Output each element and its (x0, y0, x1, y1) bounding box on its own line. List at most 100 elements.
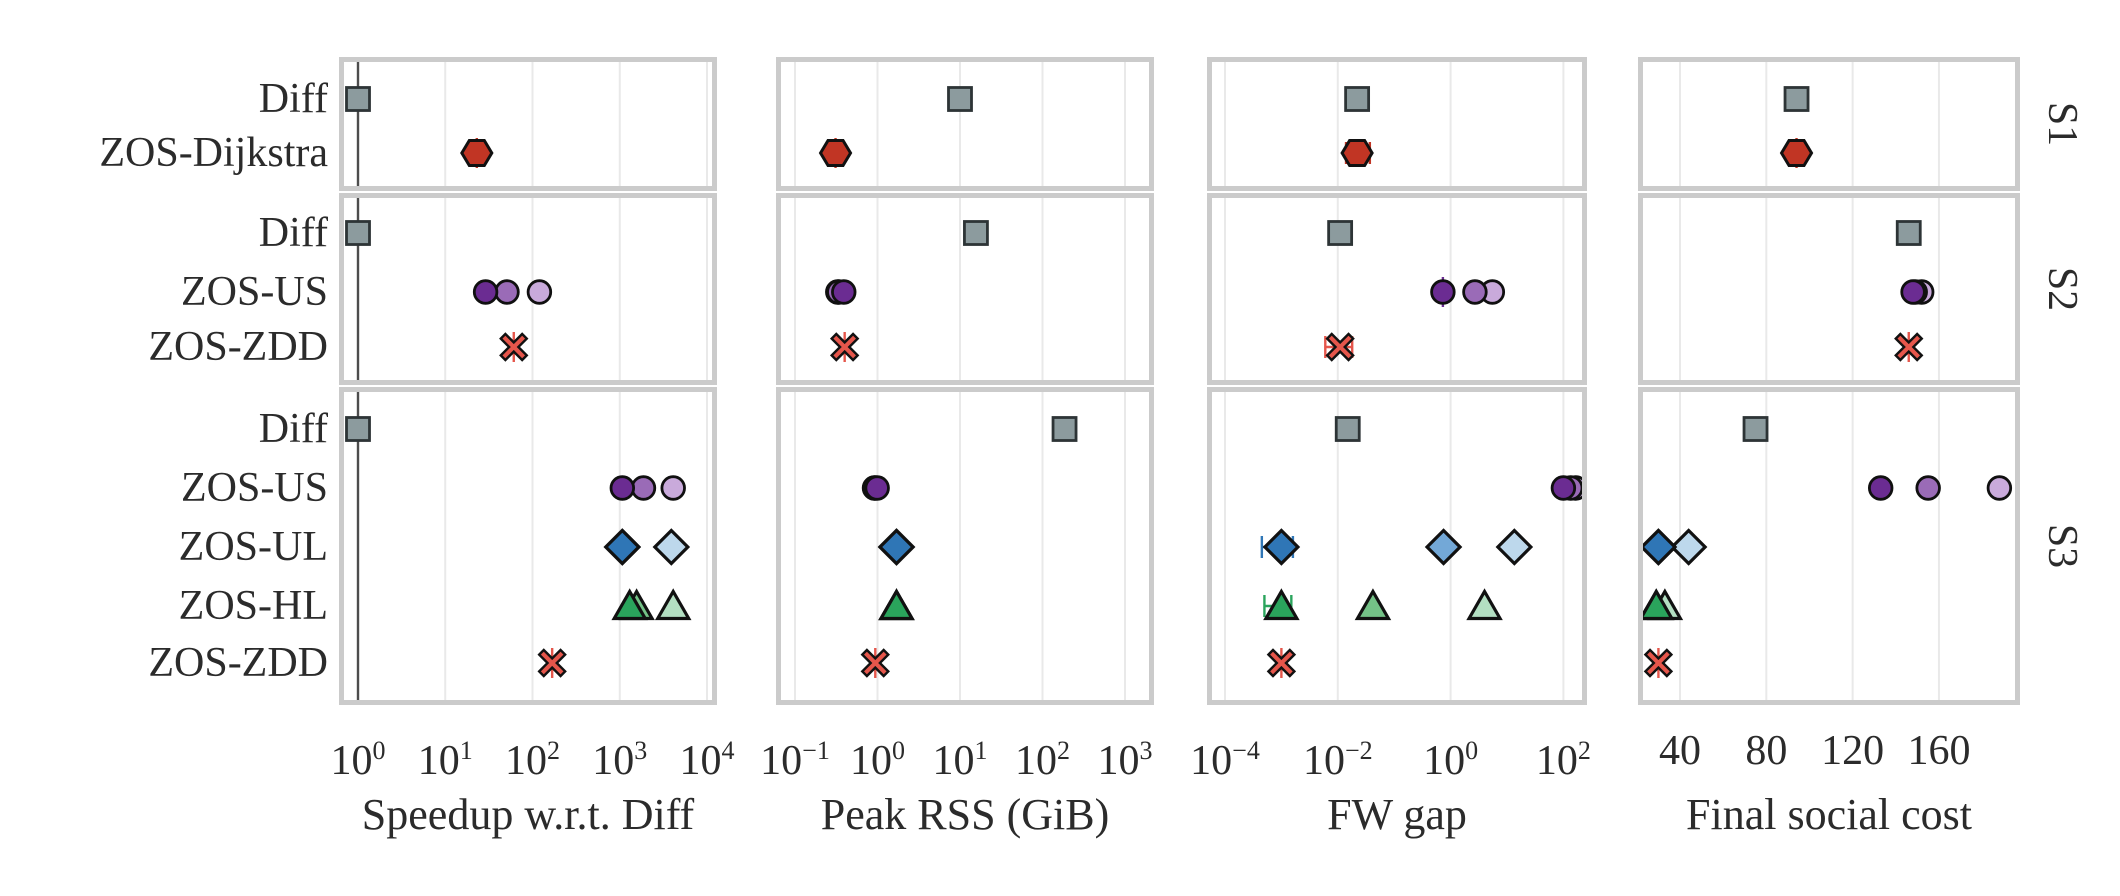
square-marker (1742, 416, 1769, 442)
diamond-marker (1424, 528, 1463, 566)
category-label-zos-dijkstra: ZOS-Dijkstra (99, 130, 328, 176)
circle-marker (1430, 279, 1456, 305)
panel-S1-fwgap (1207, 57, 1587, 191)
panel-canvas-S2-speedup (345, 198, 708, 380)
panel-canvas-S3-speedup (345, 392, 708, 700)
tick-speedup-10^3: 103 (592, 736, 648, 784)
diamond-marker (877, 528, 916, 566)
triangle-marker (1354, 588, 1392, 621)
circle-marker (831, 279, 857, 305)
category-label-diff: Diff (258, 210, 328, 256)
panel-S3-speedup (339, 387, 717, 705)
panel-S1-rss (776, 57, 1154, 191)
category-label-diff: Diff (258, 406, 328, 452)
square-marker (1783, 86, 1810, 112)
category-label-zos-ul: ZOS-UL (178, 524, 328, 570)
diamond-marker (1643, 528, 1678, 566)
panel-S1-cost (1638, 57, 2020, 191)
row-label-s3: S3 (2039, 523, 2085, 569)
panel-canvas-S1-speedup (345, 62, 708, 186)
x-marker (860, 648, 890, 678)
triangle-marker (1263, 588, 1300, 621)
tick-fwgap-10^2: 102 (1535, 736, 1591, 784)
tick-speedup-10^4: 104 (679, 736, 735, 784)
circle-marker (1550, 475, 1577, 501)
panel-S1-speedup (339, 57, 717, 191)
hexagon-marker (1340, 139, 1374, 167)
row-label-s1: S1 (2039, 101, 2085, 147)
tick-cost-160: 160 (1907, 728, 1971, 774)
circle-marker (660, 475, 686, 501)
triangle-marker (654, 588, 692, 621)
circle-marker (1867, 475, 1894, 501)
tick-speedup-10^0: 100 (330, 736, 386, 784)
x-marker (1643, 648, 1674, 678)
square-marker (1051, 416, 1078, 442)
x-marker (1266, 648, 1297, 678)
square-marker (345, 220, 371, 246)
category-label-zos-zdd: ZOS-ZDD (148, 324, 328, 370)
x-marker (1894, 332, 1924, 362)
hexagon-marker (818, 139, 853, 167)
tick-rss-10^2: 102 (1015, 736, 1070, 784)
square-marker (963, 220, 989, 246)
hexagon-marker (1779, 139, 1814, 167)
circle-marker (630, 475, 657, 501)
panel-canvas-S2-rss (794, 198, 1126, 380)
square-marker (345, 416, 371, 442)
diamond-marker (603, 528, 642, 566)
panel-canvas-S2-fwgap (1224, 198, 1565, 380)
tick-speedup-10^2: 102 (505, 736, 560, 784)
tick-rss-10^3: 103 (1097, 736, 1153, 784)
row-label-s2: S2 (2039, 266, 2085, 312)
square-marker (947, 86, 973, 112)
tick-cost-80: 80 (1745, 728, 1788, 774)
hexagon-marker (460, 139, 494, 167)
diamond-marker (1669, 528, 1708, 566)
panel-canvas-S2-cost (1679, 198, 1940, 380)
tick-rss-10^-1: 10−1 (760, 736, 830, 784)
tick-cost-40: 40 (1659, 728, 1701, 774)
axis-title-fwgap: FW gap (1327, 790, 1467, 839)
tick-fwgap-10^0: 100 (1423, 736, 1479, 784)
panel-S2-rss (776, 193, 1154, 385)
square-marker (1344, 86, 1371, 112)
panel-canvas-S3-cost (1643, 392, 2013, 700)
panel-canvas-S1-rss (794, 62, 1126, 186)
tick-fwgap-10^-2: 10−2 (1302, 736, 1373, 784)
panel-S3-fwgap (1207, 387, 1587, 705)
circle-marker (1900, 279, 1926, 305)
circle-marker (1915, 475, 1941, 501)
triangle-marker (1466, 588, 1503, 621)
tick-fwgap-10^-4: 10−4 (1190, 736, 1260, 784)
circle-marker (526, 279, 553, 305)
panel-canvas-S3-rss (794, 392, 1126, 700)
axis-title-rss: Peak RSS (GiB) (820, 790, 1110, 839)
panel-canvas-S1-cost (1679, 62, 1940, 186)
x-marker (829, 332, 860, 362)
tick-rss-10^1: 101 (932, 736, 988, 784)
circle-marker (494, 279, 520, 305)
axis-title-speedup: Speedup w.r.t. Diff (361, 790, 695, 839)
panel-canvas-S3-fwgap (1224, 392, 1582, 700)
tick-speedup-10^1: 101 (417, 736, 473, 784)
diamond-marker (652, 528, 691, 566)
circle-marker (864, 475, 890, 501)
diamond-marker (1262, 528, 1301, 566)
panel-S3-cost (1638, 387, 2020, 705)
panel-S2-cost (1638, 193, 2020, 385)
square-marker (1895, 220, 1922, 246)
circle-marker (609, 475, 636, 501)
circle-marker (1986, 475, 2013, 501)
triangle-marker (1643, 588, 1675, 621)
square-marker (1327, 220, 1354, 246)
square-marker (345, 86, 371, 112)
circle-marker (1462, 279, 1488, 305)
panel-canvas-S1-fwgap (1224, 62, 1565, 186)
x-marker (1325, 332, 1355, 362)
tick-rss-10^0: 100 (850, 736, 905, 784)
circle-marker (472, 279, 499, 305)
tick-cost-120: 120 (1821, 728, 1885, 774)
square-marker (1334, 416, 1361, 442)
